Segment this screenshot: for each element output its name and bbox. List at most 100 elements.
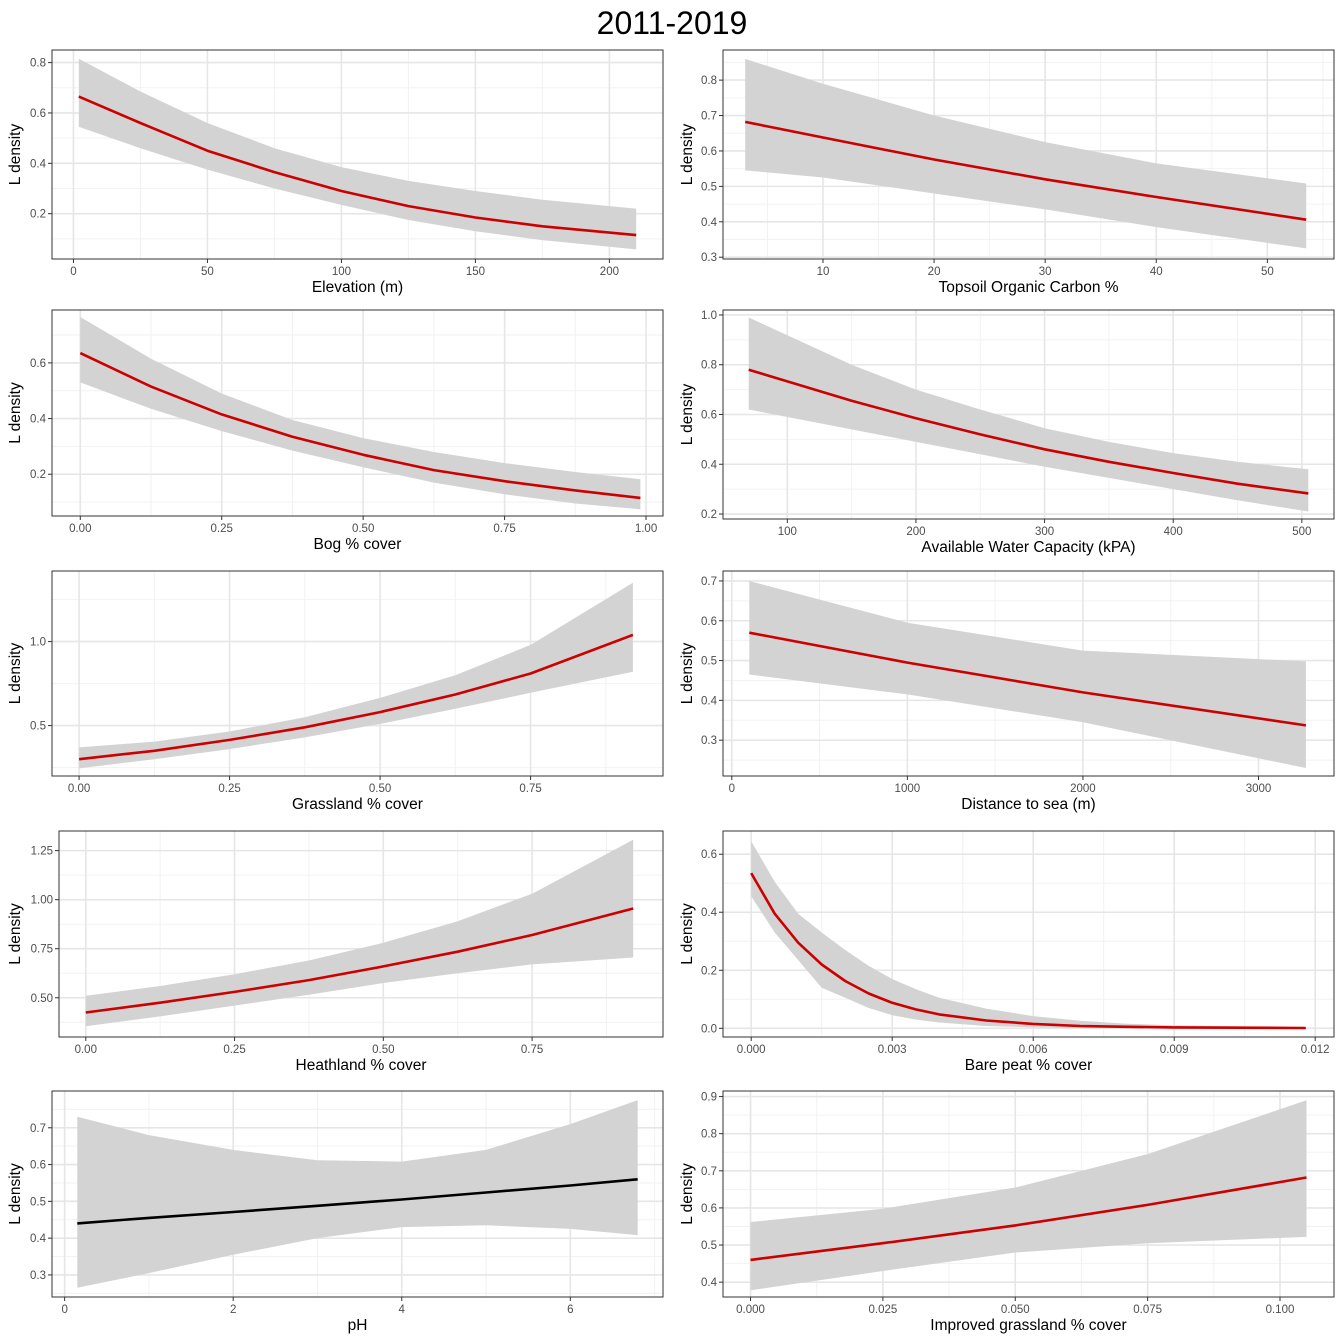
x-axis-label: Distance to sea (m) xyxy=(961,796,1095,813)
x-tick-label: 0 xyxy=(61,1304,67,1316)
x-tick-label: 20 xyxy=(928,266,941,278)
x-tick-label: 400 xyxy=(1164,526,1183,538)
y-tick-label: 0.6 xyxy=(701,146,717,158)
x-tick-label: 0.00 xyxy=(75,1044,97,1056)
panel-border xyxy=(722,570,1335,777)
fitted-line xyxy=(750,1176,1307,1262)
x-tick-label: 0.00 xyxy=(68,783,90,795)
x-tick-label: 4 xyxy=(399,1304,406,1316)
x-tick-label: 0.012 xyxy=(1301,1044,1330,1056)
x-tick-label: 0 xyxy=(70,266,76,278)
x-tick-label: 100 xyxy=(778,526,797,538)
x-tick-label: 300 xyxy=(1035,526,1054,538)
fitted-line xyxy=(78,633,634,761)
fitted-line xyxy=(78,95,637,237)
panel-2: 10 20 30 40 50 0.3 0.4 0.5 0.6 0.7 0.8 Topsoil Orga… xyxy=(679,49,1335,296)
x-axis-label: Heathland % cover xyxy=(296,1057,427,1074)
y-tick-label: 0.6 xyxy=(701,1203,717,1215)
panel-border xyxy=(51,49,664,260)
panel-border xyxy=(51,1090,664,1298)
x-tick-label: 50 xyxy=(1261,266,1274,278)
plot-layer xyxy=(78,58,637,250)
x-tick-label: 50 xyxy=(201,266,214,278)
x-tick-label: 0.75 xyxy=(493,523,515,535)
x-axis-label: pH xyxy=(348,1317,368,1334)
panel-5: 0.00 0.25 0.50 0.75 0.5 1.0 Grassland % cover L… xyxy=(7,570,664,813)
confidence-ribbon xyxy=(749,581,1306,768)
x-tick-label: 2000 xyxy=(1070,783,1096,795)
y-tick-label: 0.5 xyxy=(701,181,717,193)
plot-layer xyxy=(750,841,1306,1030)
y-tick-label: 0.6 xyxy=(701,849,717,861)
y-tick-label: 0.3 xyxy=(701,735,717,747)
x-tick-label: 1000 xyxy=(895,783,921,795)
x-axis-label: Improved grassland % cover xyxy=(930,1317,1126,1334)
y-tick-label: 0.6 xyxy=(701,410,717,422)
x-tick-label: 2 xyxy=(230,1304,236,1316)
y-tick-label: 1.25 xyxy=(31,846,53,858)
grid-lines xyxy=(52,50,663,259)
y-tick-label: 0.9 xyxy=(701,1092,717,1104)
y-tick-label: 0.5 xyxy=(701,656,717,668)
y-tick-label: 0.75 xyxy=(31,944,53,956)
fitted-line xyxy=(750,872,1306,1030)
x-axis-label: Bog % cover xyxy=(314,536,402,553)
x-tick-label: 100 xyxy=(332,266,351,278)
y-tick-label: 0.6 xyxy=(701,616,717,628)
confidence-ribbon xyxy=(78,58,637,250)
confidence-ribbon xyxy=(77,1100,638,1288)
x-tick-label: 0.25 xyxy=(218,783,240,795)
x-tick-label: 0.000 xyxy=(737,1044,766,1056)
x-tick-label: 10 xyxy=(817,266,830,278)
y-tick-label: 0.2 xyxy=(30,469,46,481)
y-axis-label: L density xyxy=(679,643,696,705)
fitted-line xyxy=(749,631,1307,727)
x-tick-label: 30 xyxy=(1039,266,1052,278)
x-tick-label: 0 xyxy=(729,783,735,795)
y-tick-label: 0.8 xyxy=(701,75,717,87)
x-tick-label: 0.050 xyxy=(1001,1304,1030,1316)
panel-7: 0.00 0.25 0.50 0.75 0.50 0.75 1.00 1.25 Heathlan… xyxy=(7,830,664,1074)
x-tick-label: 200 xyxy=(906,526,925,538)
y-axis-label: L density xyxy=(679,1163,696,1225)
panel-border xyxy=(58,830,664,1038)
x-tick-label: 0.003 xyxy=(878,1044,907,1056)
x-tick-label: 0.006 xyxy=(1019,1044,1048,1056)
panel-border xyxy=(722,830,1335,1038)
plot-layer xyxy=(78,582,634,769)
plot-layer xyxy=(749,581,1307,768)
y-tick-label: 0.4 xyxy=(30,158,47,170)
x-tick-label: 200 xyxy=(600,266,619,278)
confidence-ribbon xyxy=(751,841,1306,1029)
panel-border xyxy=(722,49,1335,260)
x-tick-label: 0.50 xyxy=(372,1044,394,1056)
x-tick-label: 150 xyxy=(466,266,485,278)
y-tick-label: 0.6 xyxy=(30,358,46,370)
x-axis-label: Elevation (m) xyxy=(312,279,403,296)
confidence-ribbon xyxy=(745,58,1307,249)
x-tick-label: 0.25 xyxy=(211,523,233,535)
y-tick-label: 0.2 xyxy=(701,509,717,521)
y-tick-label: 0.5 xyxy=(30,721,46,733)
confidence-ribbon xyxy=(80,317,641,510)
plot-layer xyxy=(750,1100,1307,1291)
panel-1: 0 50 100 150 200 0.2 0.4 0.6 0.8 Elevation (m) L d… xyxy=(7,49,664,296)
plot-layer xyxy=(748,317,1309,512)
y-tick-label: 0.5 xyxy=(30,1196,46,1208)
y-tick-label: 0.8 xyxy=(701,360,717,372)
x-tick-label: 40 xyxy=(1150,266,1163,278)
x-axis-label: Bare peat % cover xyxy=(965,1057,1093,1074)
panel-3: 0.00 0.25 0.50 0.75 1.00 0.2 0.4 0.6 Bog % cover… xyxy=(7,309,664,553)
y-tick-label: 0.2 xyxy=(701,965,717,977)
y-axis-label: L density xyxy=(7,124,24,186)
x-tick-label: 0.00 xyxy=(69,523,91,535)
y-tick-label: 0.6 xyxy=(30,108,46,120)
x-tick-label: 0.100 xyxy=(1266,1304,1295,1316)
x-axis-label: Available Water Capacity (kPA) xyxy=(921,539,1135,556)
y-axis-label: L density xyxy=(679,903,696,965)
plot-layer xyxy=(79,317,641,510)
y-axis-label: L density xyxy=(7,1163,24,1225)
y-tick-label: 0.7 xyxy=(701,576,717,588)
plot-layer xyxy=(85,839,634,1027)
y-tick-label: 0.4 xyxy=(30,414,47,426)
